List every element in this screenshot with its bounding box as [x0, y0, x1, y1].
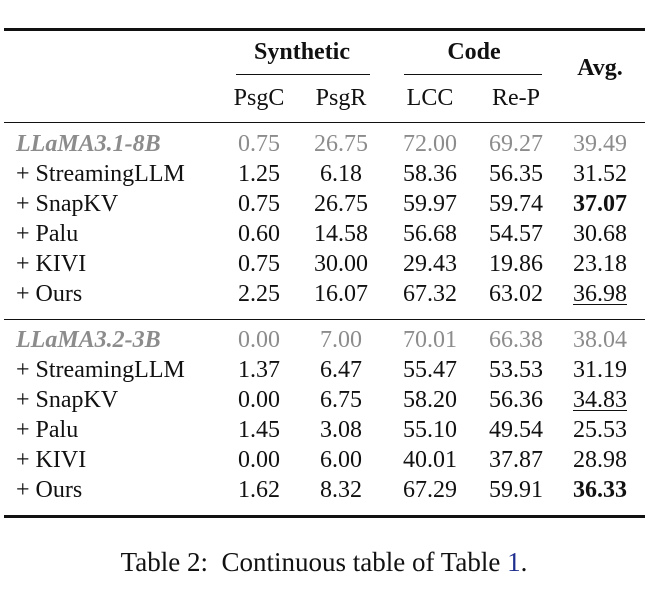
- table-cell-avg: 34.83: [573, 387, 627, 413]
- table-cell-lcc: 67.29: [403, 477, 457, 503]
- table-caption: Table 2: Continuous table of Table 1.: [0, 546, 648, 578]
- table-cell-psgr: 6.47: [320, 357, 362, 383]
- method-label: + KIVI: [16, 251, 87, 277]
- method-label: + SnapKV: [16, 191, 119, 217]
- method-label: + Ours: [16, 477, 83, 503]
- table-cell-avg: 37.07: [573, 191, 627, 217]
- table-cell-psgc: 0.00: [238, 447, 280, 473]
- caption-table-ref-link[interactable]: 1: [507, 547, 521, 577]
- avg-header: Avg.: [577, 55, 623, 81]
- table-cell-psgc: 1.25: [238, 161, 280, 187]
- method-label: + StreamingLLM: [16, 161, 185, 187]
- table-cell-avg: 30.68: [573, 221, 627, 247]
- method-label: + Palu: [16, 417, 79, 443]
- table-cell-psgr: 26.75: [314, 191, 368, 217]
- table-cell-psgc: 0.75: [238, 251, 280, 277]
- bottom-rule: [4, 515, 645, 518]
- table-cell-rep: 56.36: [489, 387, 543, 413]
- table-cell-psgr: 6.00: [320, 447, 362, 473]
- baseline-cell-rep: 69.27: [489, 131, 543, 157]
- table-cell-rep: 19.86: [489, 251, 543, 277]
- table-cell-lcc: 40.01: [403, 447, 457, 473]
- table-cell-psgr: 14.58: [314, 221, 368, 247]
- table-cell-lcc: 56.68: [403, 221, 457, 247]
- table-cell-psgc: 0.75: [238, 191, 280, 217]
- header-rule: [4, 122, 645, 124]
- table-cell-lcc: 55.10: [403, 417, 457, 443]
- table-cell-avg: 23.18: [573, 251, 627, 277]
- section-rule: [4, 319, 645, 321]
- table-cell-rep: 53.53: [489, 357, 543, 383]
- table-cell-rep: 49.54: [489, 417, 543, 443]
- table-cell-rep: 59.74: [489, 191, 543, 217]
- table-cell-avg: 31.52: [573, 161, 627, 187]
- table-cell-psgc: 1.37: [238, 357, 280, 383]
- table-cell-rep: 59.91: [489, 477, 543, 503]
- table-cell-psgc: 0.00: [238, 387, 280, 413]
- model-name: LLaMA3.2-3B: [16, 327, 161, 353]
- table-cell-psgr: 3.08: [320, 417, 362, 443]
- table-cell-avg: 31.19: [573, 357, 627, 383]
- baseline-cell-avg: 39.49: [573, 131, 627, 157]
- group-header-code: Code: [447, 39, 501, 65]
- table-cell-lcc: 59.97: [403, 191, 457, 217]
- table-cell-psgr: 6.18: [320, 161, 362, 187]
- table-cell-lcc: 58.36: [403, 161, 457, 187]
- table-cell-psgc: 2.25: [238, 281, 280, 307]
- table-cell-lcc: 55.47: [403, 357, 457, 383]
- synthetic-cmidrule: [236, 74, 370, 76]
- code-cmidrule: [404, 74, 542, 76]
- table-cell-psgc: 1.45: [238, 417, 280, 443]
- table-cell-rep: 54.57: [489, 221, 543, 247]
- table-cell-lcc: 58.20: [403, 387, 457, 413]
- baseline-cell-lcc: 72.00: [403, 131, 457, 157]
- table-cell-avg: 28.98: [573, 447, 627, 473]
- table-cell-lcc: 67.32: [403, 281, 457, 307]
- baseline-cell-psgr: 26.75: [314, 131, 368, 157]
- col-header-psgr: PsgR: [315, 85, 367, 111]
- col-header-lcc: LCC: [406, 85, 454, 111]
- model-name: LLaMA3.1-8B: [16, 131, 161, 157]
- method-label: + SnapKV: [16, 387, 119, 413]
- table-cell-psgr: 8.32: [320, 477, 362, 503]
- top-rule: [4, 28, 645, 31]
- table-cell-lcc: 29.43: [403, 251, 457, 277]
- baseline-cell-avg: 38.04: [573, 327, 627, 353]
- table-cell-avg: 25.53: [573, 417, 627, 443]
- caption-suffix: .: [520, 547, 528, 577]
- method-label: + StreamingLLM: [16, 357, 185, 383]
- baseline-cell-rep: 66.38: [489, 327, 543, 353]
- table-cell-psgr: 16.07: [314, 281, 368, 307]
- method-label: + Ours: [16, 281, 83, 307]
- table-cell-psgr: 6.75: [320, 387, 362, 413]
- method-label: + KIVI: [16, 447, 87, 473]
- baseline-cell-lcc: 70.01: [403, 327, 457, 353]
- table-cell-rep: 63.02: [489, 281, 543, 307]
- table-cell-psgr: 30.00: [314, 251, 368, 277]
- table-cell-rep: 56.35: [489, 161, 543, 187]
- caption-text: Continuous table of Table: [221, 547, 501, 577]
- table-cell-psgc: 0.60: [238, 221, 280, 247]
- table-cell-psgc: 1.62: [238, 477, 280, 503]
- method-label: + Palu: [16, 221, 79, 247]
- table-cell-avg: 36.98: [573, 281, 627, 307]
- col-header-psgc: PsgC: [233, 85, 285, 111]
- table-cell-rep: 37.87: [489, 447, 543, 473]
- baseline-cell-psgc: 0.00: [238, 327, 280, 353]
- baseline-cell-psgr: 7.00: [320, 327, 362, 353]
- group-header-synthetic: Synthetic: [254, 39, 350, 65]
- table-cell-avg: 36.33: [573, 477, 627, 503]
- caption-prefix: Table 2:: [120, 547, 208, 577]
- baseline-cell-psgc: 0.75: [238, 131, 280, 157]
- col-header-rep: Re-P: [492, 85, 540, 111]
